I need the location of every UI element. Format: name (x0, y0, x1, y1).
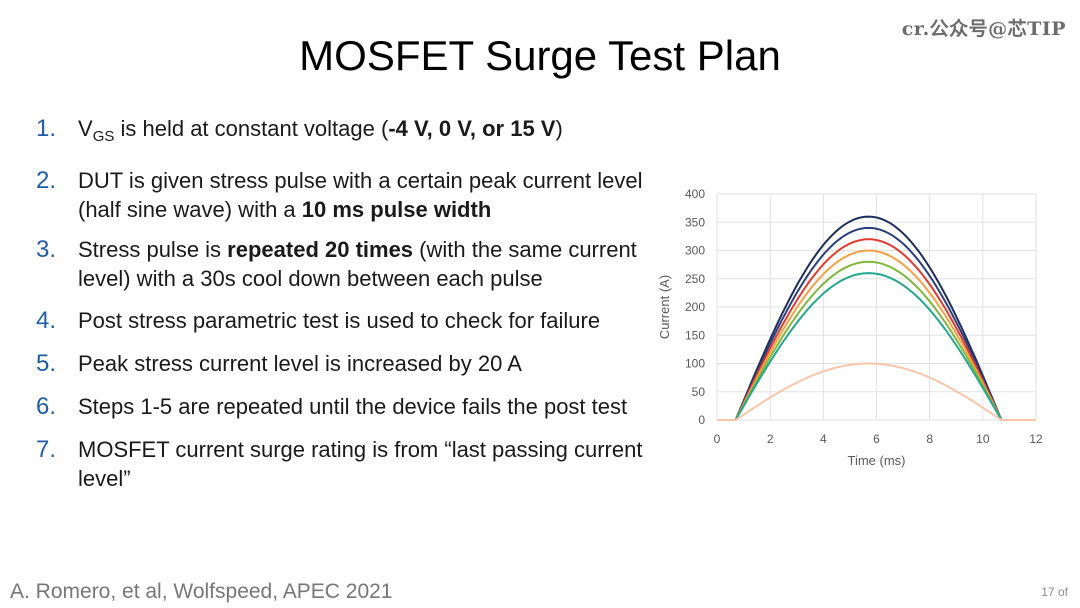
bold-repeat: repeated 20 times (227, 237, 414, 262)
series-line (717, 249, 1036, 421)
y-axis-label: Current (A) (657, 275, 672, 339)
text-span: ) (555, 116, 563, 141)
list-text: MOSFET current surge rating is from “las… (78, 437, 643, 491)
vgs-subscript: GS (92, 128, 115, 145)
y-tick-label: 300 (685, 244, 705, 258)
list-text: Peak stress current level is increased b… (78, 351, 522, 376)
test-plan-list: 1. VGS is held at constant voltage (-4 V… (36, 114, 676, 508)
list-text: VGS is held at constant voltage (-4 V, 0… (78, 114, 676, 151)
x-tick-label: 0 (714, 432, 721, 446)
list-number: 4. (36, 307, 57, 334)
x-tick-label: 6 (873, 432, 880, 446)
series-line (717, 215, 1036, 421)
list-number: 3. (36, 236, 57, 263)
series-line (717, 238, 1036, 421)
citation: A. Romero, et al, Wolfspeed, APEC 2021 (10, 580, 393, 603)
x-tick-label: 10 (976, 432, 990, 446)
text-span: (with the same current level) with a 30s… (78, 237, 637, 291)
series-line (717, 260, 1036, 421)
y-tick-label: 150 (685, 328, 705, 342)
x-tick-label: 12 (1029, 432, 1043, 446)
list-item: 7. MOSFET current surge rating is from “… (36, 435, 676, 493)
x-axis-label: Time (ms) (847, 453, 905, 468)
list-item: 2. DUT is given stress pulse with a cert… (36, 166, 676, 224)
x-tick-label: 2 (767, 432, 774, 446)
list-number: 6. (36, 393, 57, 420)
surge-current-chart: 0 2 4 6 8 10 12 0 50 100 150 200 250 300 350 400 Time (m… (657, 187, 1043, 468)
list-text: Steps 1-5 are repeated until the device … (78, 394, 628, 419)
list-number: 7. (36, 436, 57, 463)
text-span: DUT is given stress pulse with a certain… (78, 168, 643, 222)
y-tick-label: 100 (685, 357, 705, 371)
bold-voltages: -4 V, 0 V, or 15 V (388, 116, 556, 141)
list-number: 5. (36, 350, 57, 377)
series-line (717, 226, 1036, 421)
watermark: cr.公众号@芯TIP (901, 18, 1066, 40)
list-item: 5. Peak stress current level is increase… (36, 349, 676, 378)
y-tick-label: 350 (685, 215, 705, 229)
series-line (717, 362, 1036, 421)
list-text: Post stress parametric test is used to c… (78, 308, 601, 333)
text-span: is held at constant voltage ( (114, 116, 389, 141)
x-tick-label: 8 (926, 432, 933, 446)
y-tick-label: 0 (698, 413, 705, 427)
series-line (717, 272, 1036, 421)
page-number: 17 of (1041, 585, 1068, 599)
bold-pulse-width: 10 ms pulse width (301, 197, 492, 222)
list-item: 3. Stress pulse is repeated 20 times (wi… (36, 235, 676, 293)
list-item: 6. Steps 1-5 are repeated until the devi… (36, 392, 676, 421)
y-tick-label: 50 (692, 385, 706, 399)
list-number: 1. (36, 115, 57, 142)
list-item: 1. VGS is held at constant voltage (-4 V… (36, 114, 676, 151)
list-item: 4. Post stress parametric test is used t… (36, 306, 676, 335)
list-number: 2. (36, 167, 57, 194)
slide-title: MOSFET Surge Test Plan (299, 32, 781, 79)
text-span: Stress pulse is (78, 237, 228, 262)
vgs-label: V (78, 116, 93, 141)
list-text: DUT is given stress pulse with a certain… (78, 166, 676, 224)
y-tick-label: 200 (685, 300, 705, 314)
y-tick-label: 250 (685, 272, 705, 286)
list-text: Stress pulse is repeated 20 times (with … (78, 235, 676, 293)
x-tick-label: 4 (820, 432, 827, 446)
y-tick-label: 400 (685, 187, 705, 201)
